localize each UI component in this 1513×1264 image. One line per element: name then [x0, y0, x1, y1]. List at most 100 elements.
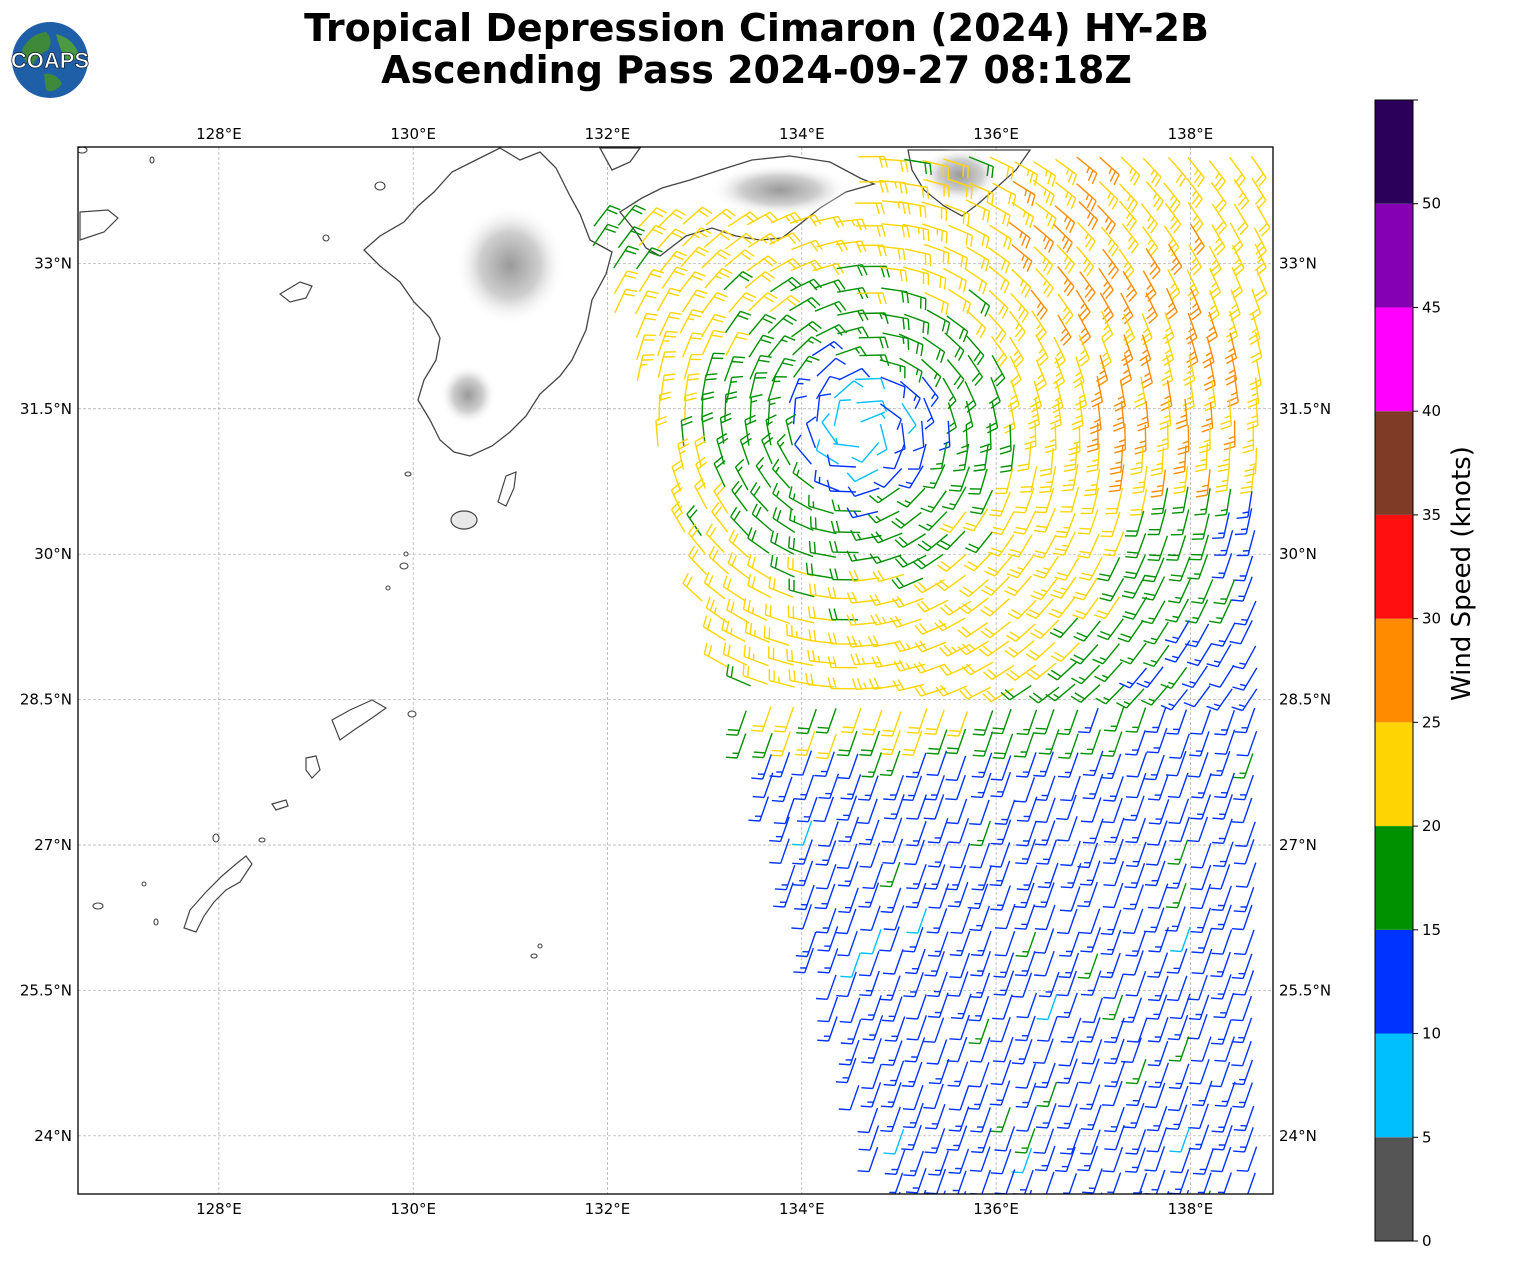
wind-barb: [688, 545, 708, 576]
wind-barb: [1099, 156, 1120, 186]
wind-barb: [793, 774, 815, 801]
wind-barb: [1214, 1081, 1236, 1107]
wind-barb: [987, 534, 1015, 557]
wind-barb: [1139, 334, 1152, 367]
wind-barb: [1134, 424, 1147, 455]
wind-barb: [945, 774, 966, 801]
wind-barb: [1105, 487, 1124, 515]
wind-barb: [772, 507, 796, 533]
wind-barb: [794, 434, 812, 465]
wind-barb: [1016, 1106, 1037, 1132]
wind-barb: [899, 201, 927, 218]
wind-barb: [880, 711, 902, 737]
wind-barb: [914, 640, 947, 653]
wind-barb: [1211, 1019, 1232, 1045]
wind-barb: [949, 842, 971, 869]
wind-barb: [1060, 862, 1082, 889]
wind-barb: [1169, 733, 1190, 759]
colorbar-tick-label: 35: [1422, 506, 1441, 524]
wind-barb: [857, 1107, 879, 1134]
wind-barb: [1033, 751, 1054, 777]
wind-barb: [947, 178, 973, 199]
wind-barb: [1079, 1017, 1101, 1043]
wind-barb: [921, 223, 948, 244]
wind-barb: [914, 622, 947, 635]
wind-barb: [980, 598, 1010, 617]
wind-barb: [1168, 1063, 1190, 1090]
wind-barb: [990, 885, 1011, 911]
wind-barb: [835, 346, 868, 357]
wind-barb: [962, 400, 974, 433]
wind-barb: [881, 1082, 902, 1108]
wind-barb: [1235, 821, 1256, 847]
wind-barb: [1231, 797, 1253, 824]
wind-barb: [936, 530, 966, 551]
wind-barb: [1233, 203, 1249, 236]
wind-barb: [1186, 642, 1213, 667]
wind-barb: [882, 949, 904, 975]
wind-barb: [1188, 1103, 1209, 1130]
lon-tick-label-bottom: 138°E: [1168, 1200, 1214, 1218]
wind-barb: [1104, 1106, 1125, 1133]
wind-barb: [683, 373, 700, 401]
wind-barb: [1055, 1146, 1076, 1173]
wind-barb: [723, 270, 753, 291]
wind-barb: [655, 415, 668, 447]
wind-barb: [959, 686, 992, 700]
wind-barb: [1181, 665, 1208, 689]
wind-barb: [971, 1127, 992, 1154]
wind-barb: [1076, 156, 1098, 185]
map-frame: [77, 146, 1274, 1195]
wind-barb: [1213, 992, 1235, 1019]
wind-barb: [703, 572, 726, 600]
wind-barb: [1015, 931, 1037, 958]
wind-barb: [1231, 995, 1253, 1022]
wind-barb: [727, 552, 750, 580]
wind-barb: [1173, 445, 1187, 475]
wind-barb: [922, 160, 950, 179]
wind-barb: [905, 1167, 927, 1194]
wind-barb: [1170, 926, 1191, 953]
wind-barb: [1233, 929, 1255, 956]
wind-barb: [831, 499, 861, 512]
wind-barb: [1207, 290, 1220, 322]
wind-barb: [748, 334, 775, 358]
wind-barb: [713, 482, 729, 514]
wind-barb: [818, 773, 840, 800]
wind-barb: [1143, 621, 1169, 645]
wind-barb: [1053, 223, 1073, 253]
wind-barb: [858, 950, 880, 977]
wind-barb: [990, 1059, 1012, 1086]
wind-barb: [1016, 992, 1038, 1019]
wind-barb: [705, 523, 725, 553]
wind-barb: [1014, 161, 1038, 186]
wind-barb: [1147, 1040, 1169, 1067]
wind-barb: [805, 416, 817, 449]
wind-barb: [1212, 794, 1233, 820]
wind-barb: [950, 908, 972, 934]
lon-tick-label-top: 138°E: [1168, 125, 1214, 143]
wind-barb: [837, 326, 869, 338]
wind-barb: [724, 232, 756, 250]
wind-barb: [1076, 246, 1095, 277]
wind-barb: [811, 340, 844, 357]
wind-barb: [1079, 271, 1096, 302]
wind-barb: [1011, 244, 1033, 272]
wind-barb: [788, 578, 815, 598]
wind-barb: [1077, 1145, 1099, 1172]
wind-barb: [947, 1061, 969, 1087]
wind-barb: [1159, 399, 1172, 430]
lat-tick-label-left: 30°N: [34, 545, 72, 563]
wind-barb: [1026, 662, 1057, 681]
wind-barb: [750, 482, 769, 512]
wind-barb: [893, 640, 926, 653]
wind-barb: [906, 708, 928, 734]
wind-barb: [896, 487, 926, 508]
wind-barb: [1192, 1149, 1214, 1175]
wind-barb: [994, 1126, 1016, 1152]
wind-barb: [1190, 907, 1212, 934]
wind-barb: [830, 520, 861, 534]
wind-barb: [1100, 310, 1114, 343]
wind-barb: [1140, 357, 1153, 390]
wind-barb: [1117, 619, 1144, 643]
